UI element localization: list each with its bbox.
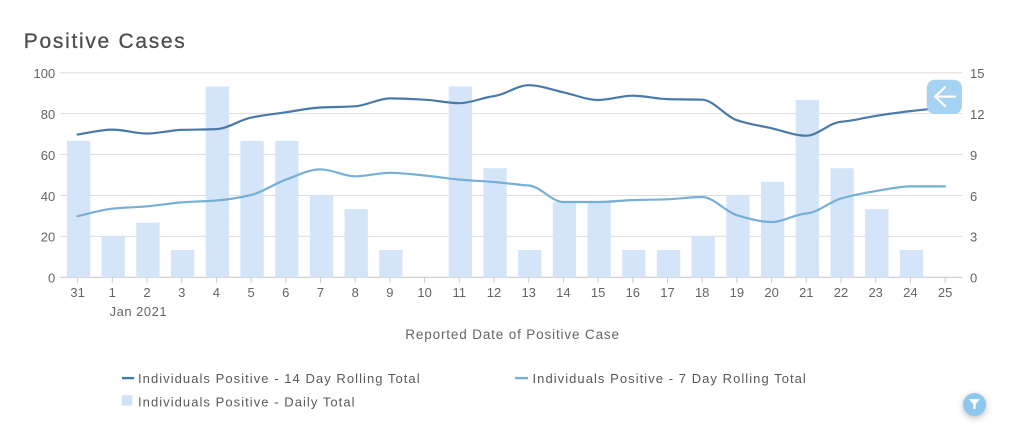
svg-text:1: 1 xyxy=(109,285,116,300)
svg-text:31: 31 xyxy=(70,285,84,300)
svg-text:14: 14 xyxy=(556,285,570,300)
svg-text:20: 20 xyxy=(764,285,778,300)
svg-text:9: 9 xyxy=(386,285,393,300)
svg-text:12: 12 xyxy=(970,107,984,122)
svg-text:7: 7 xyxy=(317,285,324,300)
svg-text:22: 22 xyxy=(834,285,848,300)
svg-text:5: 5 xyxy=(247,285,254,300)
svg-text:19: 19 xyxy=(730,285,744,300)
svg-text:20: 20 xyxy=(41,230,55,245)
svg-text:10: 10 xyxy=(417,285,431,300)
svg-text:3: 3 xyxy=(970,230,977,245)
svg-text:6: 6 xyxy=(970,189,977,204)
svg-text:Jan 2021: Jan 2021 xyxy=(110,304,168,319)
svg-text:60: 60 xyxy=(41,148,55,163)
svg-text:11: 11 xyxy=(453,285,467,300)
svg-text:25: 25 xyxy=(938,285,952,300)
svg-text:0: 0 xyxy=(970,271,977,286)
svg-text:Reported Date of Positive Case: Reported Date of Positive Case xyxy=(405,327,620,342)
svg-text:15: 15 xyxy=(591,285,605,300)
svg-text:6: 6 xyxy=(282,285,289,300)
svg-text:Individuals Positive - 14 Day: Individuals Positive - 14 Day Rolling To… xyxy=(138,371,421,386)
svg-text:2: 2 xyxy=(143,285,150,300)
svg-text:40: 40 xyxy=(41,189,55,204)
svg-text:100: 100 xyxy=(33,66,55,81)
svg-text:Positive Cases: Positive Cases xyxy=(24,30,187,53)
svg-text:23: 23 xyxy=(868,285,882,300)
svg-text:17: 17 xyxy=(660,285,674,300)
svg-text:12: 12 xyxy=(487,285,501,300)
svg-text:80: 80 xyxy=(41,107,55,122)
svg-text:16: 16 xyxy=(626,285,640,300)
svg-text:15: 15 xyxy=(970,66,984,81)
svg-text:0: 0 xyxy=(48,271,55,286)
svg-text:8: 8 xyxy=(352,285,359,300)
svg-text:18: 18 xyxy=(695,285,709,300)
svg-text:9: 9 xyxy=(970,148,977,163)
svg-text:21: 21 xyxy=(799,285,813,300)
svg-text:3: 3 xyxy=(178,285,185,300)
svg-text:13: 13 xyxy=(521,285,535,300)
svg-text:Individuals Positive - 7 Day R: Individuals Positive - 7 Day Rolling Tot… xyxy=(533,371,807,386)
svg-text:Individuals Positive - Daily T: Individuals Positive - Daily Total xyxy=(138,394,356,409)
svg-text:4: 4 xyxy=(213,285,220,300)
svg-text:24: 24 xyxy=(903,285,917,300)
